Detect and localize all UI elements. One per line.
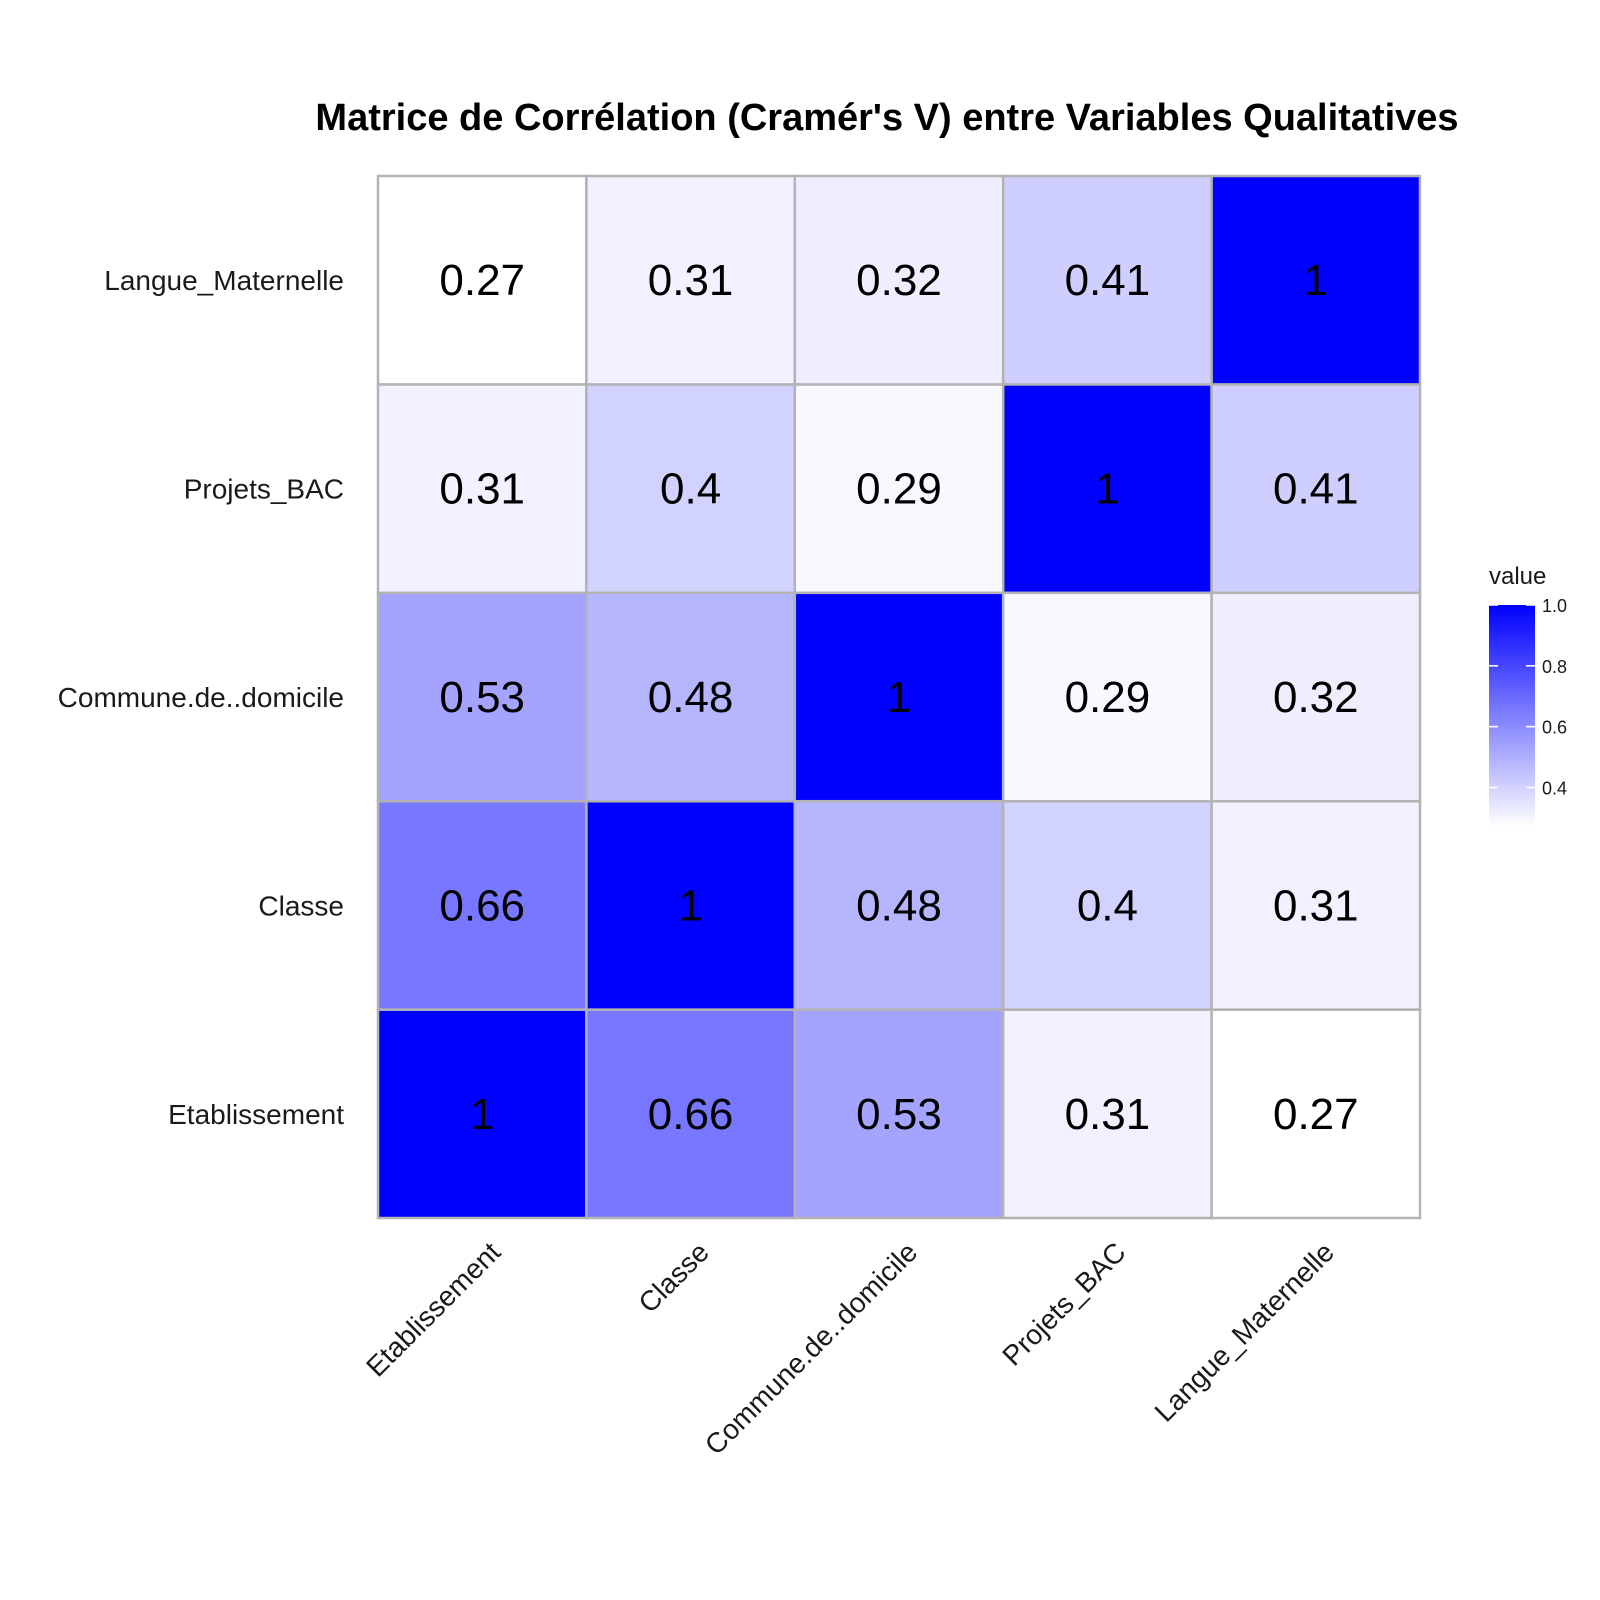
legend-colorbar (1489, 605, 1535, 827)
y-tick-label: Projets_BAC (184, 474, 344, 505)
heatmap-cell-value: 1 (887, 673, 911, 722)
heatmap-cell (585, 799, 797, 1011)
heatmap-cell (793, 383, 1005, 595)
heatmap-cell (1210, 1008, 1422, 1220)
y-tick-label: Classe (258, 890, 344, 921)
heatmap-cell-value: 0.53 (439, 673, 525, 722)
legend-title: value (1489, 563, 1546, 590)
heatmap-cell-value: 0.32 (1273, 673, 1359, 722)
y-axis-tick-labels: Etablissement Classe Commune.de..domicile P… (58, 265, 345, 1130)
y-tick-label: Langue_Maternelle (104, 265, 344, 296)
heatmap-cell-value: 0.27 (1273, 1090, 1359, 1139)
heatmap-cell (1210, 174, 1422, 386)
heatmap-cell-value: 0.31 (648, 256, 734, 305)
heatmap-value-labels: 1 0.66 0.53 0.31 0.27 0.66 1 0.48 0.4 0.31 0.53 0.4… (439, 256, 1358, 1139)
x-tick-label: Classe (632, 1236, 714, 1318)
y-tick-label: Commune.de..domicile (58, 682, 344, 713)
heatmap-cell-value: 0.41 (1273, 465, 1359, 514)
heatmap-cell (793, 174, 1005, 386)
heatmap-cell (1210, 591, 1422, 803)
color-legend: value 0.4 0.6 0.8 1.0 (1489, 563, 1567, 827)
heatmap-cell-value: 0.27 (439, 256, 525, 305)
heatmap-cell-value: 0.41 (1065, 256, 1151, 305)
heatmap-cell (1210, 799, 1422, 1011)
heatmap-cell-value: 0.32 (856, 256, 942, 305)
heatmap-cell-value: 0.48 (856, 881, 942, 930)
x-tick-label: Projets_BAC (996, 1236, 1131, 1371)
legend-tick-label: 0.8 (1542, 657, 1567, 677)
x-tick-label: Etablissement (360, 1236, 506, 1382)
heatmap-cell-value: 0.53 (856, 1090, 942, 1139)
heatmap-cell (585, 1008, 797, 1220)
heatmap-cell-value: 0.29 (856, 465, 942, 514)
heatmap-cell-value: 1 (678, 881, 702, 930)
legend-tick-label: 0.4 (1542, 778, 1567, 798)
chart-title: Matrice de Corrélation (Cramér's V) entr… (315, 97, 1458, 139)
heatmap-cell (585, 591, 797, 803)
heatmap-cell (793, 591, 1005, 803)
heatmap-cell-value: 0.31 (1273, 881, 1359, 930)
heatmap-cell-value: 0.29 (1065, 673, 1151, 722)
heatmap-cell-value: 0.31 (439, 465, 525, 514)
heatmap-cell (376, 799, 588, 1011)
heatmap-cell-value: 1 (1095, 465, 1119, 514)
heatmap-cell-value: 1 (470, 1090, 494, 1139)
heatmap-cell-value: 0.4 (660, 465, 721, 514)
heatmap-cells (376, 174, 1422, 1220)
heatmap-cell-value: 0.66 (439, 881, 525, 930)
heatmap-cell (585, 174, 797, 386)
heatmap-cell (376, 174, 588, 386)
heatmap-cell-value: 0.48 (648, 673, 734, 722)
heatmap-cell (585, 383, 797, 595)
heatmap-cell (376, 383, 588, 595)
heatmap-cell (1210, 383, 1422, 595)
x-tick-label: Commune.de..domicile (699, 1236, 923, 1460)
heatmap-cell-value: 0.66 (648, 1090, 734, 1139)
legend-tick-label: 1.0 (1542, 596, 1567, 616)
y-tick-label: Etablissement (168, 1099, 344, 1130)
heatmap-cell (376, 1008, 588, 1220)
x-tick-label: Langue_Maternelle (1149, 1236, 1340, 1427)
heatmap-cell-value: 0.31 (1065, 1090, 1151, 1139)
legend-tick-label: 0.6 (1542, 718, 1567, 738)
heatmap-cell-value: 1 (1304, 256, 1328, 305)
heatmap-cell (1001, 383, 1213, 595)
heatmap-cell-value: 0.4 (1077, 881, 1138, 930)
heatmap-cell (793, 799, 1005, 1011)
heatmap-cell (1001, 1008, 1213, 1220)
heatmap-cell (1001, 799, 1213, 1011)
legend-ticks: 0.4 0.6 0.8 1.0 (1489, 596, 1567, 798)
